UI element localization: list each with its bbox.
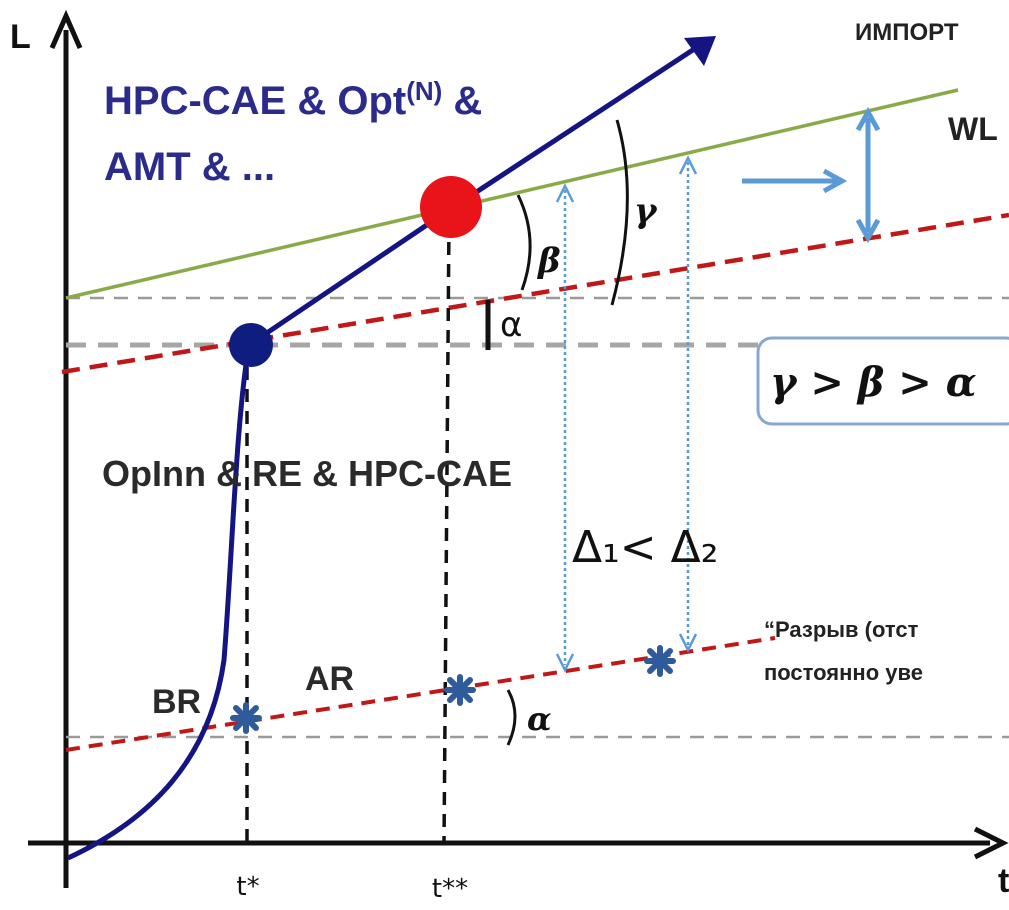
inequality-text: γ > β > α [770, 359, 976, 406]
hpc-label-line2: AMT & ... [104, 145, 275, 189]
marker-ar [444, 674, 476, 706]
vertical-blue-double-arrow [855, 106, 881, 244]
beta-label: β [536, 241, 561, 281]
red-intersection-point [420, 176, 482, 238]
world-level-line [65, 88, 959, 300]
inequality-box [756, 336, 1009, 426]
gamma-label: γ [634, 191, 658, 231]
alpha-plain-label: α [500, 305, 522, 345]
t-star-label: t* [236, 872, 259, 902]
gap-text-line2: постоянно уве [764, 660, 923, 685]
development-trajectory [66, 37, 710, 861]
ar-label: AR [305, 660, 354, 698]
delta-comparison: Δ₁< Δ₂ [572, 522, 718, 573]
alpha-lower-label: α [527, 700, 552, 738]
hpc-label-line1: HPC-CAE & Opt(N) & [104, 76, 482, 123]
world-level-label: WL [948, 111, 998, 147]
br-label: BR [152, 683, 201, 721]
trajectory-arrowhead [684, 36, 716, 66]
x-axis-label: t [998, 862, 1009, 900]
y-axis-label: L [10, 18, 31, 56]
gap-text-line1: “Разрыв (отст [764, 617, 919, 642]
delta2-arrow [678, 155, 698, 653]
opinn-label: OpInn & RE & HPC-CAE [102, 453, 512, 494]
t-star2-dropline [442, 219, 451, 846]
y-axis-arrow [49, 9, 83, 50]
beta-arc [516, 194, 532, 291]
delta1-arrow [555, 183, 575, 673]
x-axis-arrow [973, 826, 1009, 860]
t-star2-label: t** [432, 874, 468, 904]
hpc-label-superscript: (N) [406, 76, 442, 106]
horizontal-blue-arrow [742, 168, 848, 194]
import-label: ИМПОРТ [855, 19, 959, 46]
upper-trend-line [61, 212, 1009, 375]
marker-br [230, 702, 262, 734]
blue-point [229, 323, 273, 367]
alpha-lower-arc [506, 689, 517, 746]
gamma-arc [610, 119, 629, 306]
marker-future [644, 645, 676, 677]
